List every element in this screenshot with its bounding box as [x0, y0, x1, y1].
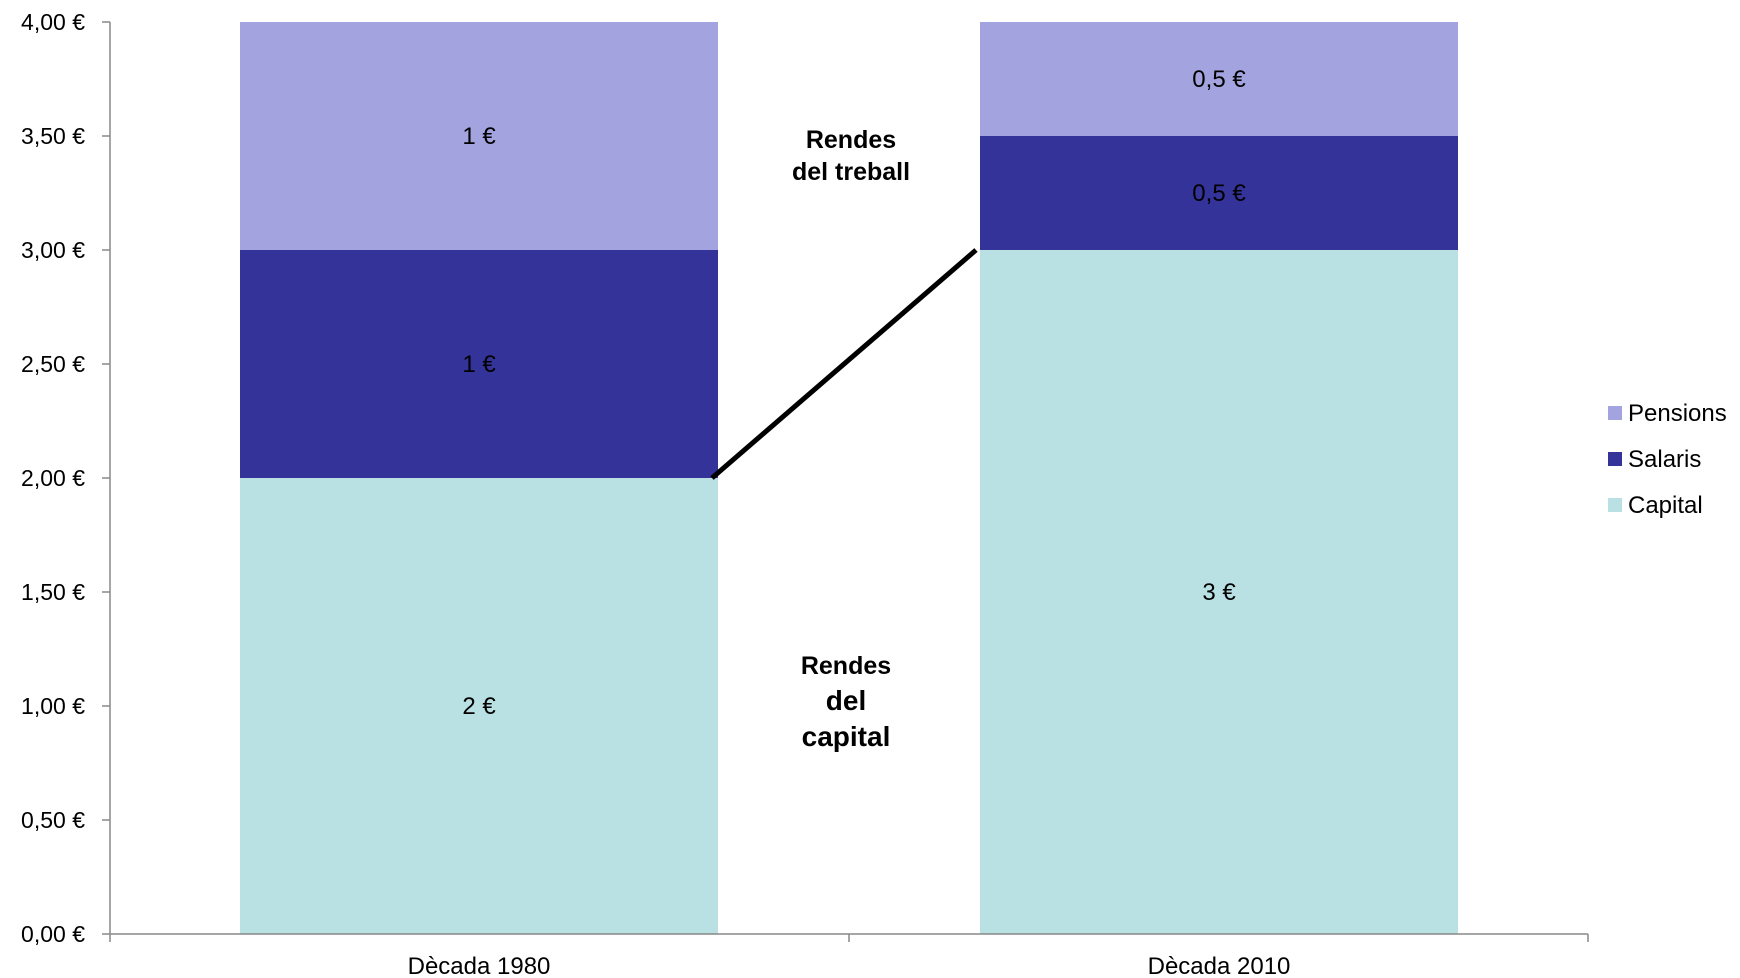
legend-swatch-pensions: [1608, 406, 1622, 420]
bar-salaris-1: [980, 136, 1458, 250]
bar-capital-1: [980, 250, 1458, 934]
y-tick-label: 3,50 €: [21, 123, 85, 149]
y-tick-label: 4,00 €: [21, 9, 85, 35]
data-label-capital-1: 3 €: [1202, 579, 1236, 606]
data-label-salaris-1: 0,5 €: [1192, 180, 1246, 207]
data-label-pensions-1: 0,5 €: [1192, 66, 1246, 93]
bar-capital-0: [240, 478, 718, 934]
y-tick-label: 0,00 €: [21, 921, 85, 947]
bar-salaris-0: [240, 250, 718, 478]
legend-label-salaris: Salaris: [1628, 446, 1701, 473]
data-label-pensions-0: 1 €: [462, 123, 496, 150]
annotations-layer: Rendes del treball Rendes del capital: [792, 126, 910, 752]
legend: Pensions Salaris Capital: [1608, 400, 1727, 519]
data-label-salaris-0: 1 €: [462, 351, 496, 378]
axes-layer: 0,00 € 0,50 € 1,00 € 1,50 € 2,00 € 2,50 € 3,00…: [21, 9, 1589, 978]
connector-layer: [710, 248, 978, 480]
legend-swatch-capital: [1608, 498, 1622, 512]
legend-swatch-salaris: [1608, 452, 1622, 466]
annotation-capital-line-1: Rendes: [801, 652, 891, 680]
y-tick-label: 1,00 €: [21, 693, 85, 719]
y-tick-label: 1,50 €: [21, 579, 85, 605]
annotation-labor-line-2: del treball: [792, 158, 910, 186]
annotation-labor-line-1: Rendes: [806, 126, 896, 154]
data-labels-layer: 2 € 1 € 1 € 3 € 0,5 € 0,5 €: [462, 66, 1246, 720]
y-tick-label: 2,00 €: [21, 465, 85, 491]
x-category-label: Dècada 1980: [408, 953, 551, 978]
y-tick-label: 3,00 €: [21, 237, 85, 263]
y-tick-label: 0,50 €: [21, 807, 85, 833]
connector-line: [710, 248, 978, 480]
annotation-capital-line-2: del: [826, 685, 866, 716]
x-category-label: Dècada 2010: [1148, 953, 1291, 978]
legend-label-capital: Capital: [1628, 492, 1703, 519]
data-label-capital-0: 2 €: [462, 693, 496, 720]
annotation-capital-line-3: capital: [802, 721, 891, 752]
legend-label-pensions: Pensions: [1628, 400, 1727, 427]
bar-pensions-0: [240, 22, 718, 250]
bar-pensions-1: [980, 22, 1458, 136]
bars-layer: [240, 22, 1458, 934]
y-tick-label: 2,50 €: [21, 351, 85, 377]
